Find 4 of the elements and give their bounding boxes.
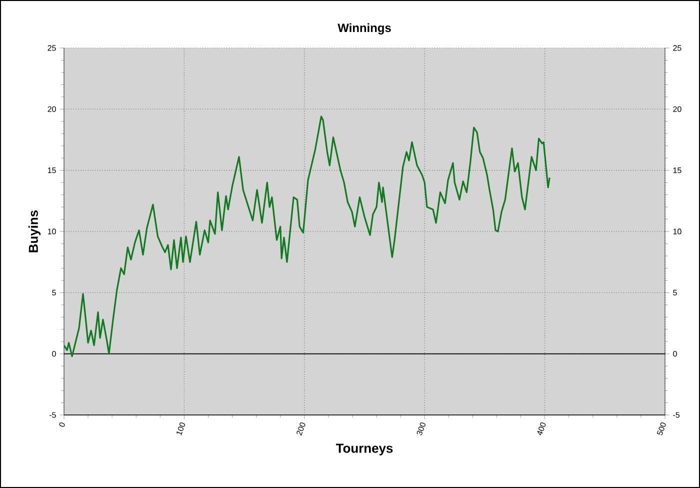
y-axis-title: Buyins: [28, 210, 41, 252]
x-axis-title: Tourneys: [336, 444, 393, 456]
line-series: [64, 116, 550, 358]
chart-title: Winnings: [338, 23, 391, 34]
